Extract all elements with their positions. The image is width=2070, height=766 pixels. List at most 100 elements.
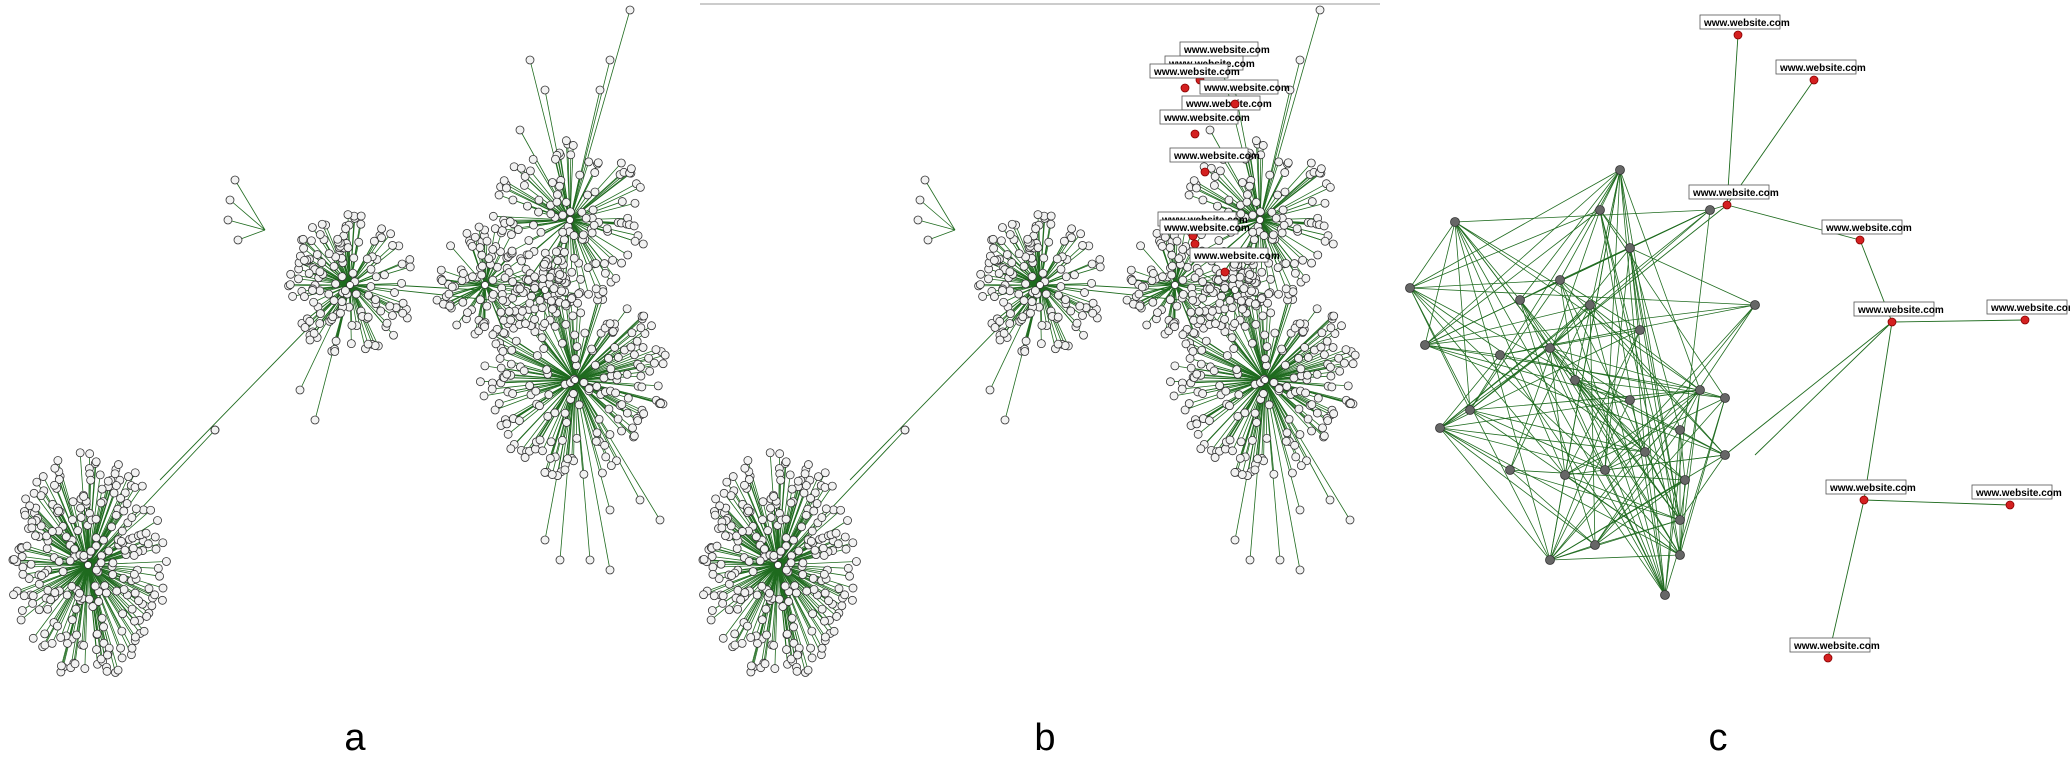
site-tag-text: www.website.com (1163, 113, 1250, 124)
graph-node (376, 306, 386, 316)
graph-edge (751, 564, 779, 666)
graph-node (708, 569, 718, 579)
graph-node (1253, 454, 1262, 464)
graph-node (758, 497, 768, 507)
graph-node (536, 227, 546, 237)
graph-edge (83, 564, 89, 646)
graph-node (295, 385, 305, 395)
graph-node (707, 606, 717, 615)
graph-node (801, 481, 811, 490)
graph-edge (1233, 348, 1266, 381)
graph-node (517, 256, 526, 266)
graph-node (88, 602, 98, 612)
graph-edge (1039, 242, 1050, 286)
graph-node (1000, 415, 1010, 425)
graph-node (67, 615, 77, 625)
graph-node (153, 563, 163, 573)
tag-layer: www.website.com www.website.com www.websit… (1149, 41, 1290, 277)
graph-edge (1439, 409, 1471, 429)
graph-node (1312, 408, 1322, 418)
graph-node (38, 472, 48, 481)
graph-node (1295, 55, 1305, 65)
graph-edge (1439, 427, 1551, 561)
graph-node (600, 259, 609, 268)
graph-node (1198, 277, 1208, 287)
graph-node (457, 276, 467, 285)
graph-node (1054, 290, 1063, 300)
graph-node (1172, 301, 1182, 311)
graph-node (288, 292, 297, 301)
graph-node (507, 246, 517, 256)
graph-node (632, 336, 642, 346)
graph-edge (1594, 479, 1686, 546)
graph-node (1228, 446, 1237, 456)
graph-edge (1499, 354, 1666, 596)
graph-node (119, 585, 129, 594)
graph-node (497, 226, 507, 235)
graph-node (540, 319, 550, 328)
graph-node (507, 230, 516, 239)
graph-node (40, 629, 50, 639)
network-graph-c: www.website.com www.website.com www.websit… (1405, 14, 2070, 663)
graph-edge (1629, 247, 1666, 596)
graph-node (351, 289, 361, 299)
graph-node (523, 201, 532, 211)
graph-node (587, 228, 597, 238)
graph-node (803, 665, 813, 675)
graph-node (525, 166, 535, 176)
graph-node (575, 170, 585, 180)
graph-node (766, 503, 775, 513)
graph-node (1170, 361, 1180, 371)
graph-node (718, 598, 728, 608)
graph-node (1230, 535, 1240, 545)
graph-node (1251, 197, 1261, 207)
graph-node (592, 382, 602, 391)
graph-node (537, 303, 547, 313)
graph-node (833, 539, 843, 549)
site-tag-text: www.website.com (1990, 303, 2070, 314)
graph-node (1044, 237, 1054, 247)
graph-node (1031, 224, 1041, 234)
graph-node (143, 539, 153, 549)
graph-node (1095, 262, 1105, 272)
graph-node (36, 491, 46, 501)
graph-edge (750, 564, 779, 638)
graph-node (1348, 359, 1358, 369)
graph-node (563, 454, 572, 464)
graph-edge (569, 219, 636, 242)
graph-edge (1549, 474, 1566, 561)
graph-node (1405, 283, 1415, 293)
graph-node (817, 513, 827, 522)
graph-edge (484, 241, 488, 286)
graph-node (445, 301, 455, 311)
graph-node (369, 236, 379, 246)
graph-node (386, 229, 396, 239)
hub-node (1171, 281, 1179, 289)
graph-node (150, 532, 160, 542)
graph-node (477, 270, 487, 280)
graph-node (539, 344, 549, 353)
graph-edge (543, 348, 576, 381)
graph-node (1289, 373, 1299, 383)
graph-node (552, 197, 562, 207)
graph-node (1268, 230, 1278, 240)
graph-node (53, 621, 62, 631)
graph-node (1326, 371, 1336, 381)
graph-node (600, 268, 610, 278)
graph-node (1215, 381, 1225, 390)
graph-node (1165, 243, 1175, 252)
graph-node (1188, 346, 1198, 356)
graph-edge (574, 349, 657, 381)
graph-node (315, 286, 325, 296)
graph-node (299, 243, 308, 253)
graph-edge (712, 564, 779, 575)
graph-node (606, 364, 616, 374)
graph-node (1278, 205, 1288, 215)
graph-edge (774, 564, 779, 669)
graph-edge (1549, 347, 1576, 381)
graph-node (1274, 384, 1284, 394)
graph-node (529, 220, 538, 230)
graph-node (1235, 272, 1245, 282)
graph-edge (1454, 221, 1591, 306)
highlighted-node (1200, 167, 1210, 177)
